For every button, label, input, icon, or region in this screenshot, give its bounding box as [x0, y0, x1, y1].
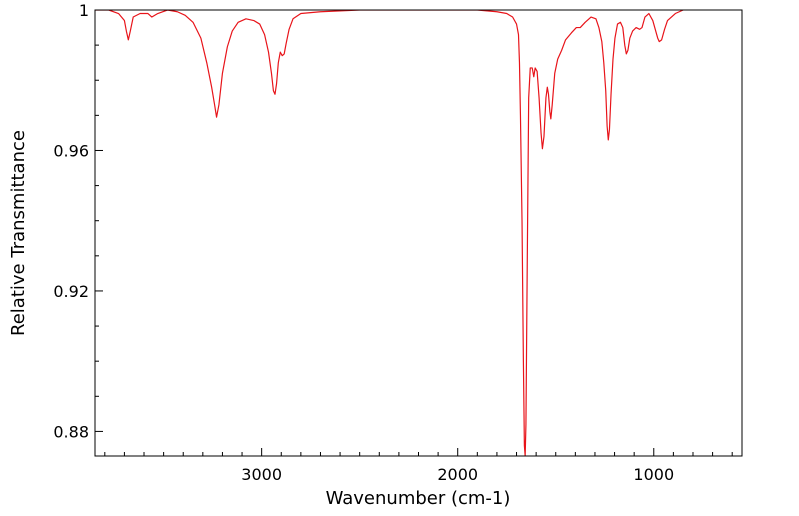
y-tick-label: 0.88 [53, 422, 89, 441]
y-tick-labels: 1 0.96 0.92 0.88 [53, 1, 89, 441]
spectrum-line [95, 10, 684, 456]
plot-frame [94, 9, 743, 457]
minor-ticks [95, 44, 733, 456]
y-tick-label: 0.96 [53, 141, 89, 160]
x-tick-labels: 3000 2000 1000 [241, 465, 674, 484]
plot-area [95, 10, 742, 456]
x-tick-label: 3000 [241, 465, 282, 484]
y-tick-label: 1 [79, 1, 89, 20]
x-axis-title: Wavenumber (cm-1) [326, 488, 511, 509]
y-tick-label: 0.92 [53, 282, 89, 301]
major-ticks [95, 9, 655, 456]
x-tick-label: 2000 [437, 465, 478, 484]
x-tick-label: 1000 [633, 465, 674, 484]
y-axis-title: Relative Transmittance [8, 130, 29, 336]
